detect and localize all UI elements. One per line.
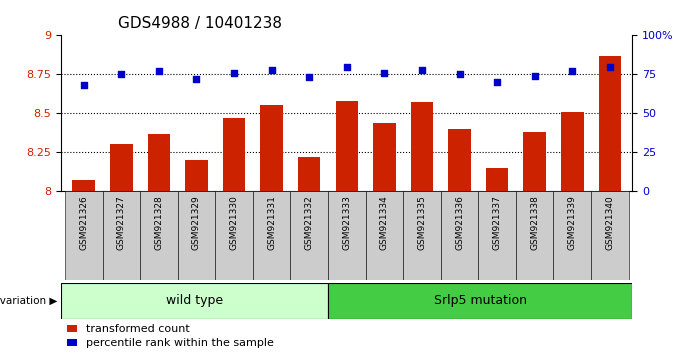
- Point: [341, 64, 352, 69]
- Bar: [253, 191, 290, 280]
- Bar: [216, 191, 253, 280]
- Bar: [441, 191, 478, 280]
- Text: GSM921339: GSM921339: [568, 196, 577, 251]
- Point: [304, 75, 315, 80]
- Bar: [403, 191, 441, 280]
- Point: [492, 79, 503, 85]
- Bar: [598, 56, 621, 191]
- Bar: [373, 122, 396, 191]
- Bar: [185, 160, 208, 191]
- Bar: [328, 191, 366, 280]
- Point: [567, 68, 578, 74]
- Text: GSM921336: GSM921336: [455, 196, 464, 251]
- Bar: [524, 132, 546, 191]
- Point: [228, 70, 239, 76]
- Text: GSM921331: GSM921331: [267, 196, 276, 251]
- Bar: [486, 168, 509, 191]
- Text: percentile rank within the sample: percentile rank within the sample: [86, 338, 274, 348]
- Bar: [561, 112, 583, 191]
- Point: [154, 68, 165, 74]
- Point: [529, 73, 540, 79]
- Text: GSM921327: GSM921327: [117, 196, 126, 250]
- Text: GSM921326: GSM921326: [80, 196, 88, 250]
- Point: [454, 72, 465, 77]
- Bar: [298, 157, 320, 191]
- Text: GSM921328: GSM921328: [154, 196, 163, 250]
- Point: [379, 70, 390, 76]
- Bar: [67, 325, 78, 332]
- Text: transformed count: transformed count: [86, 324, 190, 333]
- Bar: [223, 118, 245, 191]
- Text: GSM921338: GSM921338: [530, 196, 539, 251]
- Text: genotype/variation ▶: genotype/variation ▶: [0, 296, 58, 306]
- Text: GSM921332: GSM921332: [305, 196, 313, 250]
- Text: GSM921340: GSM921340: [605, 196, 614, 250]
- Bar: [260, 105, 283, 191]
- Text: GDS4988 / 10401238: GDS4988 / 10401238: [118, 16, 282, 32]
- Text: GSM921335: GSM921335: [418, 196, 426, 251]
- Bar: [516, 191, 554, 280]
- Point: [78, 82, 89, 88]
- Bar: [140, 191, 177, 280]
- Bar: [73, 180, 95, 191]
- Bar: [65, 191, 103, 280]
- Bar: [290, 191, 328, 280]
- Text: GSM921333: GSM921333: [342, 196, 352, 251]
- Point: [266, 67, 277, 73]
- Bar: [177, 191, 216, 280]
- Bar: [411, 102, 433, 191]
- Text: GSM921334: GSM921334: [380, 196, 389, 250]
- Point: [417, 67, 428, 73]
- Bar: [61, 283, 328, 319]
- Bar: [366, 191, 403, 280]
- Text: GSM921329: GSM921329: [192, 196, 201, 250]
- Point: [191, 76, 202, 82]
- Bar: [67, 339, 78, 346]
- Bar: [478, 191, 516, 280]
- Point: [605, 64, 615, 69]
- Bar: [554, 191, 591, 280]
- Text: GSM921330: GSM921330: [230, 196, 239, 251]
- Bar: [448, 129, 471, 191]
- Bar: [110, 144, 133, 191]
- Bar: [148, 133, 170, 191]
- Text: wild type: wild type: [166, 295, 223, 307]
- Bar: [328, 283, 632, 319]
- Text: GSM921337: GSM921337: [492, 196, 502, 251]
- Text: Srlp5 mutation: Srlp5 mutation: [434, 295, 527, 307]
- Bar: [591, 191, 628, 280]
- Bar: [103, 191, 140, 280]
- Point: [116, 72, 126, 77]
- Bar: [335, 101, 358, 191]
